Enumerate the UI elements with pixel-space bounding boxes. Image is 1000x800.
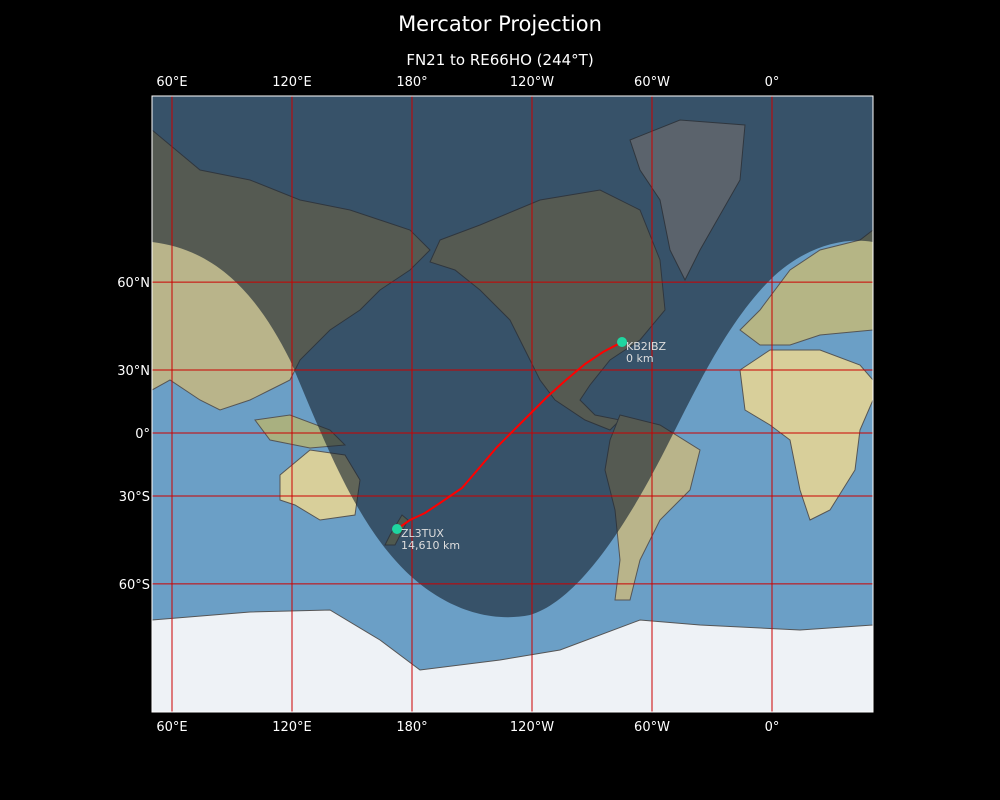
night-shading — [152, 96, 873, 618]
lat-tick-label: 60°N — [117, 276, 150, 291]
bottom-lon-tick-label: 60°W — [634, 720, 670, 735]
lat-tick-label: 0° — [135, 427, 150, 442]
bottom-lon-tick-label: 180° — [396, 720, 427, 735]
bottom-lon-tick-label: 60°E — [156, 720, 187, 735]
top-lon-tick-label: 60°W — [634, 75, 670, 90]
bottom-lon-tick-label: 0° — [765, 720, 780, 735]
top-lon-tick-label: 120°E — [272, 75, 312, 90]
axis-ticks: 60°E 60°E 120°E 120°E 180° 180° 120°W 120°W 60°W… — [117, 75, 779, 735]
top-lon-tick-label: 180° — [396, 75, 427, 90]
graticule — [152, 96, 873, 712]
map-area[interactable]: KB2IBZ 0 km ZL3TUX 14,610 km — [152, 96, 873, 712]
top-lon-tick-label: 120°W — [510, 75, 554, 90]
land-europe — [739, 229, 873, 346]
map-subtitle: FN21 to RE66HO (244°T) — [406, 51, 594, 69]
lat-tick-label: 30°N — [117, 364, 150, 379]
great-circle-path — [399, 341, 623, 528]
figure-title: Mercator Projection — [398, 12, 602, 36]
bottom-lon-tick-label: 120°W — [510, 720, 554, 735]
map-frame — [151, 95, 874, 713]
top-lon-tick-label: 60°E — [156, 75, 187, 90]
station-marker-start[interactable] — [617, 337, 627, 347]
station-call-end: ZL3TUX — [401, 527, 444, 540]
station-distance-end: 14,610 km — [401, 539, 460, 552]
station-marker-end[interactable] — [392, 524, 402, 534]
station-distance-start: 0 km — [626, 352, 654, 365]
land-africa — [739, 349, 873, 521]
lat-tick-label: 30°S — [119, 490, 150, 505]
lat-tick-label: 60°S — [119, 578, 150, 593]
bottom-lon-tick-label: 120°E — [272, 720, 312, 735]
land-antarctica — [152, 609, 873, 712]
station-call-start: KB2IBZ — [626, 340, 667, 353]
top-lon-tick-label: 0° — [765, 75, 780, 90]
